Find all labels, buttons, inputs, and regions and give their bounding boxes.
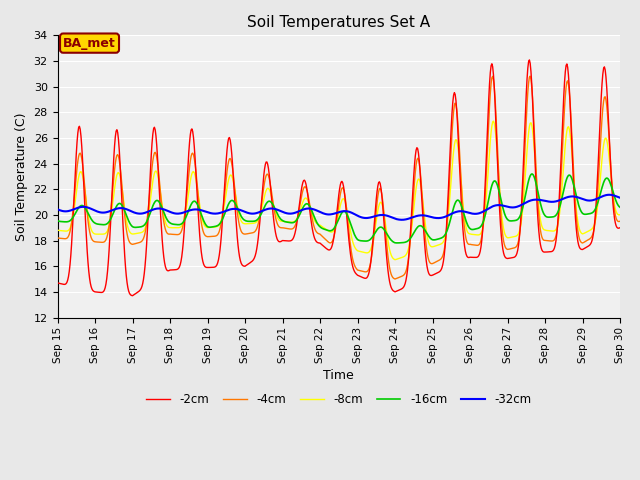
-2cm [331, 228, 339, 233]
Legend: -2cm, -4cm, -8cm, -16cm, -32cm: -2cm, -4cm, -8cm, -16cm, -32cm [141, 388, 536, 410]
-4cm [526, 73, 534, 79]
-8cm [202, 224, 209, 229]
-32cm [330, 211, 338, 216]
-4cm [202, 233, 209, 239]
-16cm [394, 240, 401, 246]
-4cm [177, 229, 185, 235]
-8cm [177, 224, 185, 229]
-2cm [386, 278, 394, 284]
-2cm [129, 293, 136, 299]
Y-axis label: Soil Temperature (C): Soil Temperature (C) [15, 112, 28, 240]
-8cm [441, 235, 449, 240]
-4cm [54, 235, 61, 241]
-8cm [616, 212, 624, 217]
-16cm [616, 204, 624, 210]
-2cm [616, 225, 624, 230]
-8cm [391, 257, 399, 263]
-2cm [441, 244, 449, 250]
-8cm [330, 227, 338, 233]
-4cm [330, 233, 338, 239]
-16cm [528, 171, 536, 177]
-16cm [566, 172, 574, 178]
-8cm [54, 228, 61, 233]
-32cm [54, 206, 61, 212]
-4cm [441, 242, 449, 248]
-2cm [566, 99, 574, 105]
-2cm [525, 57, 533, 63]
Text: BA_met: BA_met [63, 36, 116, 49]
-32cm [202, 209, 209, 215]
Line: -32cm: -32cm [58, 195, 620, 220]
-16cm [177, 221, 185, 227]
-32cm [398, 217, 406, 223]
Line: -2cm: -2cm [58, 60, 620, 296]
-8cm [490, 118, 497, 124]
-4cm [385, 260, 392, 265]
-16cm [54, 218, 61, 224]
-32cm [616, 195, 624, 201]
-32cm [605, 192, 613, 198]
-32cm [441, 214, 449, 220]
-16cm [441, 232, 449, 238]
Title: Soil Temperatures Set A: Soil Temperatures Set A [247, 15, 430, 30]
-32cm [385, 213, 392, 219]
-8cm [566, 131, 574, 136]
-32cm [565, 194, 573, 200]
-4cm [616, 218, 624, 224]
-2cm [178, 254, 186, 260]
-32cm [177, 210, 185, 216]
-2cm [54, 280, 61, 286]
Line: -16cm: -16cm [58, 174, 620, 243]
Line: -4cm: -4cm [58, 76, 620, 279]
-8cm [385, 243, 392, 249]
-4cm [566, 98, 574, 104]
-16cm [202, 221, 209, 227]
Line: -8cm: -8cm [58, 121, 620, 260]
-16cm [330, 226, 338, 231]
X-axis label: Time: Time [323, 369, 354, 382]
-2cm [202, 264, 210, 270]
-4cm [391, 276, 399, 282]
-16cm [385, 234, 392, 240]
